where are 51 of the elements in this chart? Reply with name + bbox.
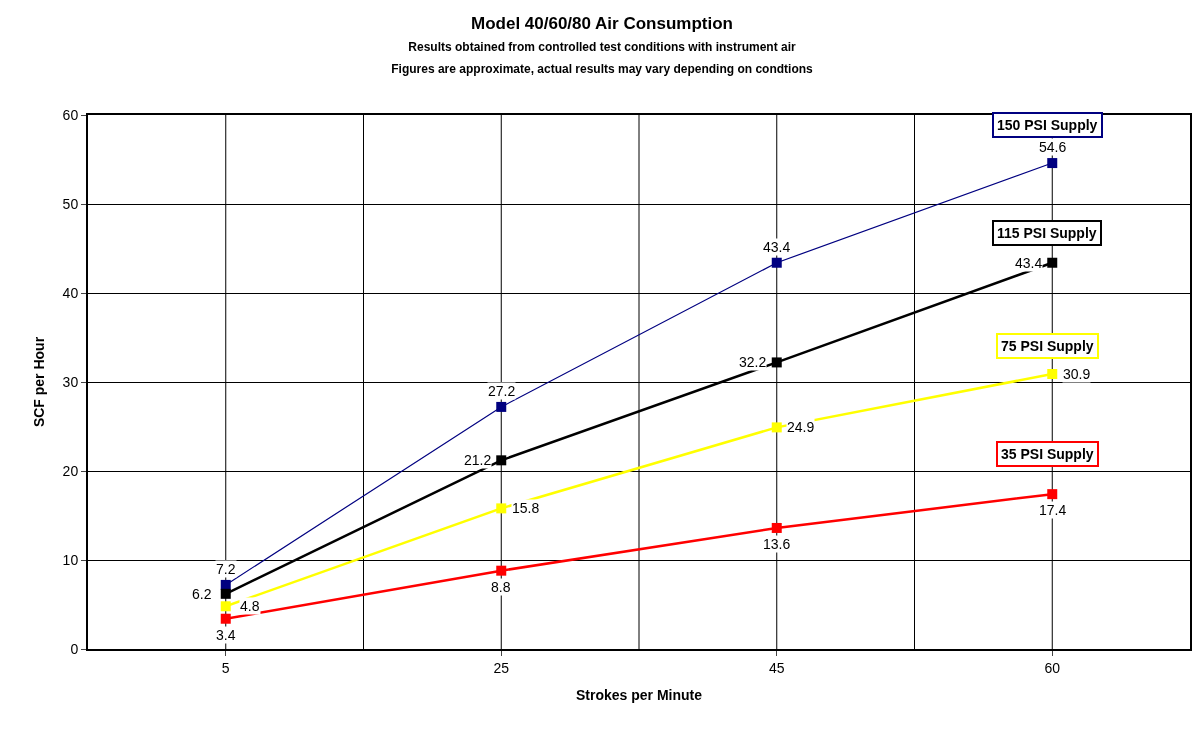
- y-tick-label: 0: [70, 640, 79, 657]
- series-label: 75 PSI Supply: [1001, 338, 1094, 354]
- data-label: 32.2: [739, 354, 767, 370]
- data-label: 24.9: [787, 419, 815, 435]
- y-tick-label: 60: [62, 106, 79, 123]
- chart-subtitle: Results obtained from controlled test conditions with instrument air Figures are approximate, actual results may vary depending on condtions: [391, 40, 814, 77]
- x-axis-title: Strokes per Minute: [575, 686, 703, 703]
- y-axis-title: SCF per Hour: [30, 336, 47, 428]
- data-label: 13.6: [763, 536, 791, 552]
- point: [1047, 489, 1058, 500]
- data-label: 54.6: [1039, 139, 1067, 155]
- data-label: 8.8: [491, 579, 511, 595]
- point: [220, 588, 231, 599]
- point: [220, 601, 231, 612]
- data-label: 4.8: [240, 598, 260, 614]
- x-tick-label: 45: [768, 659, 785, 676]
- point: [496, 503, 507, 514]
- text: 35 PSI Supply: [1001, 446, 1094, 462]
- y-tick-label: 20: [62, 462, 79, 479]
- data-label: 3.4: [216, 627, 236, 643]
- y-tick-label: 30: [62, 373, 79, 390]
- text: 150 PSI Supply: [997, 117, 1098, 133]
- point: [220, 579, 231, 590]
- y-tick-label: 40: [62, 284, 79, 301]
- point: [220, 613, 231, 624]
- data-label: 21.2: [464, 452, 492, 468]
- point: [496, 455, 507, 466]
- data-label: 27.2: [488, 383, 516, 399]
- data-label: 43.4: [763, 239, 791, 255]
- data-label: 43.4: [1015, 255, 1043, 271]
- series-label: 115 PSI Supply: [997, 225, 1097, 241]
- chart-title: Model 40/60/80 Air Consumption: [471, 14, 733, 34]
- data-label: 6.2: [192, 586, 212, 602]
- y-tick-label: 10: [62, 551, 79, 568]
- y-tick-label: 50: [62, 195, 79, 212]
- x-tick-label: 25: [493, 659, 510, 676]
- point: [496, 401, 507, 412]
- point: [771, 357, 782, 368]
- x-tick-label: 5: [221, 659, 230, 676]
- point: [1047, 257, 1058, 268]
- data-label: 7.2: [216, 561, 236, 577]
- point: [1047, 368, 1058, 379]
- point: [771, 257, 782, 268]
- data-label: 17.4: [1039, 502, 1067, 518]
- point: [771, 422, 782, 433]
- x-tick-label: 60: [1044, 659, 1061, 676]
- point: [496, 565, 507, 576]
- data-label: 30.9: [1063, 366, 1091, 382]
- point: [771, 522, 782, 533]
- data-label: 15.8: [512, 500, 540, 516]
- point: [1047, 158, 1058, 169]
